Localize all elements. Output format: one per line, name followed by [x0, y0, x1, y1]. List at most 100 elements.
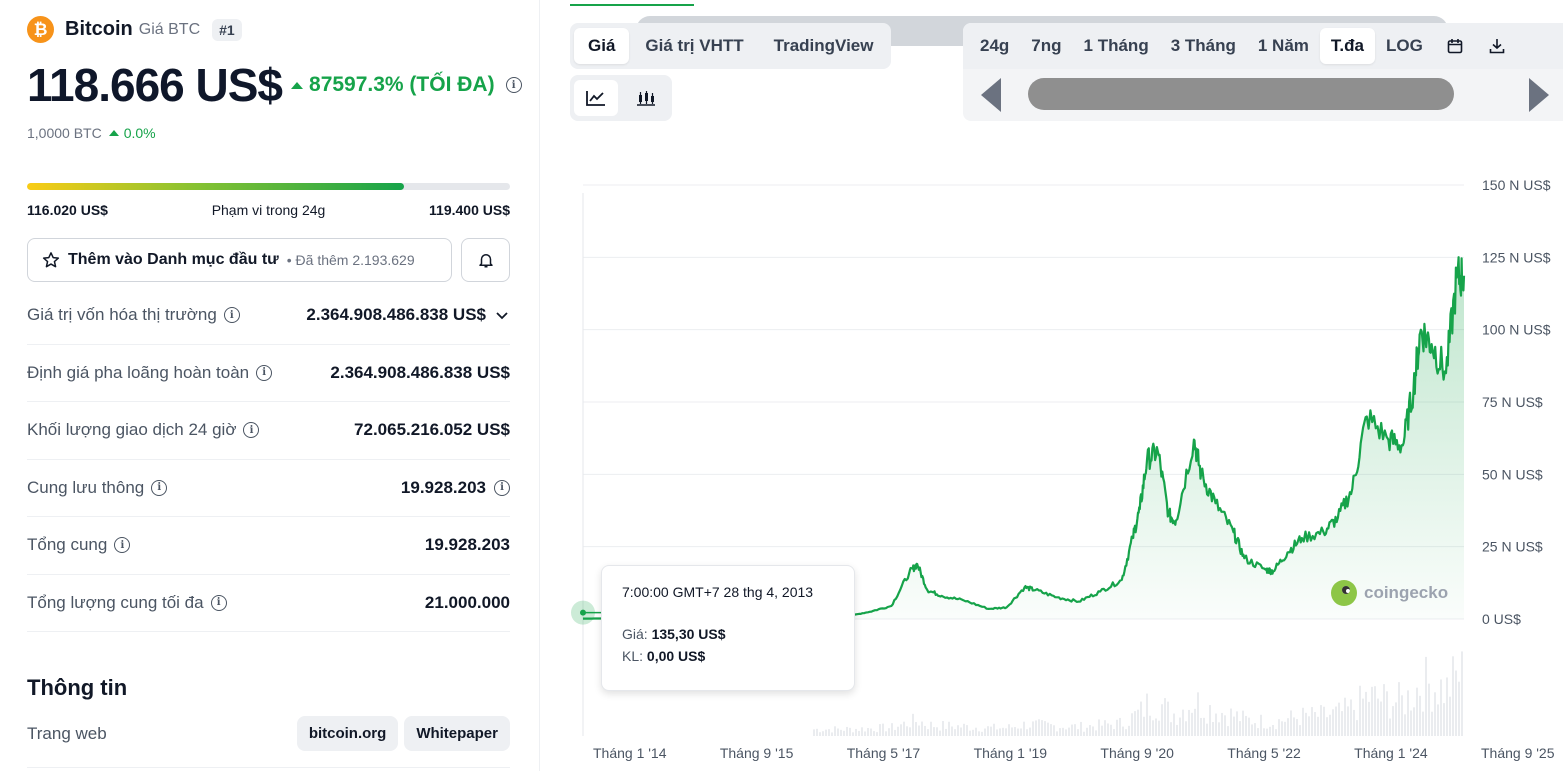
volume-bar	[1161, 704, 1163, 736]
tab-price[interactable]: Giá	[574, 28, 630, 64]
price-chart[interactable]: 150 N US$ 125 N US$ 100 N US$ 75 N US$ 50 N …	[570, 170, 1563, 771]
tooltip-price-label: Giá:	[622, 626, 648, 642]
volume-bar	[1401, 695, 1403, 736]
y-tick-label: 0 US$	[1482, 611, 1521, 627]
volume-bar	[1380, 701, 1382, 736]
volume-bar	[1377, 698, 1379, 736]
volume-bar	[897, 726, 899, 736]
volume-bar	[1437, 704, 1439, 736]
stat-label-text: Tổng cung	[27, 535, 108, 555]
volume-bar	[1224, 715, 1226, 736]
volume-bar	[918, 725, 920, 736]
volume-bar	[1284, 721, 1286, 736]
volume-bar	[972, 729, 974, 736]
stat-label: Giá trị vốn hóa thị trường i	[27, 305, 240, 325]
range-1y[interactable]: 1 Năm	[1257, 36, 1309, 55]
volume-bar	[999, 728, 1001, 736]
range-24h-labels: 116.020 US$ Phạm vi trong 24g 119.400 US…	[27, 202, 510, 218]
volume-bar	[1149, 715, 1151, 736]
btc-amount: 1,0000 BTC	[27, 125, 102, 141]
link-bitcoin-org[interactable]: bitcoin.org	[296, 716, 399, 751]
y-tick-label: 75 N US$	[1482, 394, 1543, 410]
stat-row[interactable]: Giá trị vốn hóa thị trường i 2.364.908.486…	[27, 287, 510, 345]
info-icon[interactable]: i	[243, 422, 260, 439]
date-picker-button[interactable]	[1434, 30, 1476, 62]
range-max[interactable]: T.đa	[1319, 28, 1375, 64]
stat-label-text: Giá trị vốn hóa thị trường	[27, 305, 217, 325]
website-label: Trang web	[27, 723, 107, 743]
add-to-portfolio-button[interactable]: Thêm vào Danh mục đầu tư • Đã thêm 2.193…	[27, 238, 452, 282]
volume-bar	[837, 728, 839, 736]
volume-bar	[1278, 719, 1280, 736]
volume-bar	[906, 726, 908, 736]
info-icon[interactable]: i	[494, 479, 510, 496]
scroll-left-arrow-icon[interactable]	[981, 78, 1001, 112]
volume-bar	[1053, 725, 1055, 736]
volume-bar	[1383, 684, 1385, 736]
info-icon[interactable]: i	[223, 307, 240, 324]
volume-bar	[1389, 718, 1391, 736]
scroll-right-arrow-icon[interactable]	[1529, 78, 1549, 112]
range-7d[interactable]: 7ng	[1031, 36, 1062, 55]
range-log[interactable]: LOG	[1385, 36, 1423, 55]
volume-bar	[924, 725, 926, 736]
volume-bar	[1068, 727, 1070, 736]
candlestick-chart-button[interactable]	[624, 80, 668, 116]
stat-label: Định giá pha loãng hoàn toàn i	[27, 363, 273, 383]
range-scroll-thumb[interactable]	[1028, 78, 1454, 110]
stat-label: Tổng cung i	[27, 535, 131, 555]
chevron-down-icon[interactable]	[494, 307, 510, 323]
volume-bar	[1320, 705, 1322, 736]
download-button[interactable]	[1476, 30, 1518, 62]
volume-bar	[1449, 696, 1451, 736]
volume-bar	[1203, 717, 1205, 736]
download-icon	[1489, 39, 1505, 54]
volume-bar	[1410, 710, 1412, 736]
volume-bar	[855, 728, 857, 736]
tooltip-price-value: 135,30 US$	[651, 626, 726, 642]
volume-bar	[996, 729, 998, 736]
volume-bar	[966, 725, 968, 736]
volume-bar	[951, 726, 953, 736]
volume-bar	[1443, 703, 1445, 736]
info-icon[interactable]: i	[151, 479, 168, 496]
stat-label-text: Khối lượng giao dịch 24 giờ	[27, 420, 237, 440]
tab-market-cap[interactable]: Giá trị VHTT	[645, 36, 744, 55]
volume-bar	[825, 729, 827, 736]
line-chart-button[interactable]	[574, 80, 618, 116]
tab-tradingview[interactable]: TradingView	[773, 36, 874, 55]
portfolio-count: • Đã thêm 2.193.629	[286, 252, 415, 268]
volume-bar	[834, 726, 836, 736]
price-alert-button[interactable]	[461, 238, 510, 282]
range-3m[interactable]: 3 Tháng	[1170, 36, 1236, 55]
volume-bar	[1011, 727, 1013, 736]
volume-bar	[942, 721, 944, 736]
link-whitepaper[interactable]: Whitepaper	[404, 716, 510, 751]
volume-bar	[819, 732, 821, 736]
divider	[27, 767, 510, 768]
website-links: bitcoin.org Whitepaper	[296, 716, 510, 751]
info-icon[interactable]: i	[210, 594, 227, 611]
volume-bar	[1110, 724, 1112, 736]
stat-row: Cung lưu thông i 19.928.203 i	[27, 460, 510, 517]
info-icon[interactable]: i	[256, 364, 273, 381]
stat-label: Khối lượng giao dịch 24 giờ i	[27, 420, 260, 440]
price-change: 87597.3% (TỐI ĐA)	[291, 73, 495, 97]
range-24h[interactable]: 24g	[980, 36, 1010, 55]
volume-bar	[1431, 711, 1433, 736]
volume-bar	[1086, 727, 1088, 736]
volume-bar	[1239, 721, 1241, 736]
volume-bar	[1119, 717, 1121, 736]
info-icon[interactable]: i	[505, 77, 522, 93]
bell-icon	[478, 254, 493, 268]
stat-row: Tổng lượng cung tối đa i 21.000.000	[27, 575, 510, 632]
volume-bar	[1419, 695, 1421, 736]
range-high: 119.400 US$	[429, 202, 510, 218]
volume-bar	[1116, 719, 1118, 736]
range-1m[interactable]: 1 Tháng	[1083, 36, 1149, 55]
price-area	[583, 257, 1464, 619]
volume-bar	[867, 728, 869, 736]
volume-bar	[813, 729, 815, 736]
info-icon[interactable]: i	[114, 537, 131, 554]
volume-bar	[1200, 717, 1202, 736]
